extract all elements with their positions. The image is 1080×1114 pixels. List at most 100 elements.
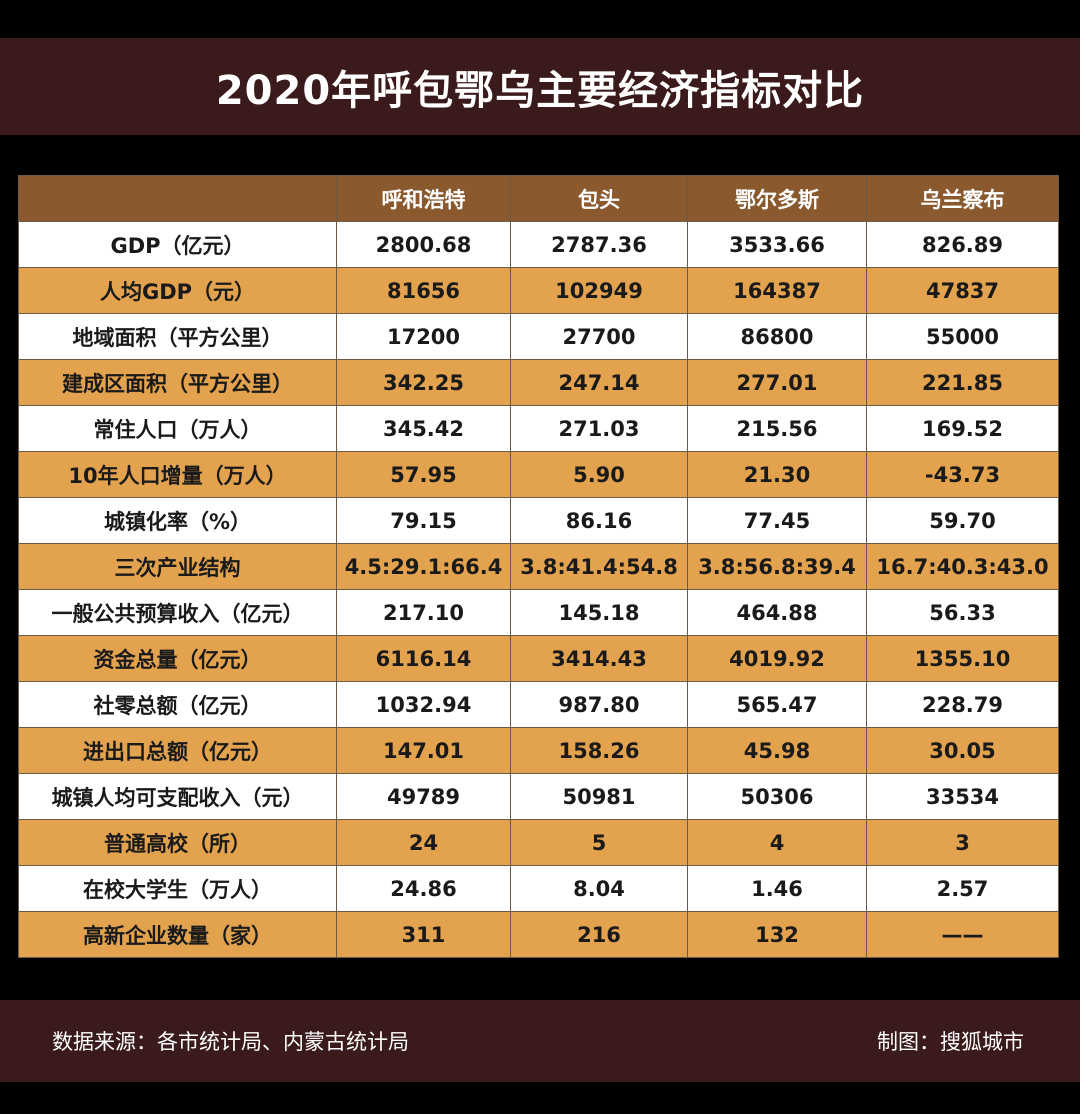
comparison-table-container: 呼和浩特 包头 鄂尔多斯 乌兰察布 GDP（亿元） 2800.68 2787.36 3… (18, 175, 1059, 958)
table-cell: 271.03 (510, 405, 688, 452)
table-cell: 164387 (687, 267, 867, 314)
row-label: 城镇化率（%） (18, 497, 337, 544)
row-label: 高新企业数量（家） (18, 911, 337, 958)
page-title: 2020年呼包鄂乌主要经济指标对比 (215, 67, 865, 114)
table-row: 资金总量（亿元） 6116.14 3414.43 4019.92 1355.10 (18, 635, 1059, 682)
row-label: GDP（亿元） (18, 221, 337, 268)
table-cell: 1032.94 (336, 681, 511, 728)
table-cell: 1355.10 (866, 635, 1059, 682)
table-body: GDP（亿元） 2800.68 2787.36 3533.66 826.89 人均GDP（… (18, 221, 1059, 958)
table-row: 三次产业结构 4.5:29.1:66.4 3.8:41.4:54.8 3.8:56.8… (18, 543, 1059, 590)
row-label: 人均GDP（元） (18, 267, 337, 314)
table-cell: 342.25 (336, 359, 511, 406)
row-label: 资金总量（亿元） (18, 635, 337, 682)
table-cell: 2.57 (866, 865, 1059, 912)
table-cell: 987.80 (510, 681, 688, 728)
table-cell: 33534 (866, 773, 1059, 820)
table-cell: 86800 (687, 313, 867, 360)
header-baotou: 包头 (510, 175, 688, 222)
table-row: 建成区面积（平方公里） 342.25 247.14 277.01 221.85 (18, 359, 1059, 406)
row-label: 在校大学生（万人） (18, 865, 337, 912)
table-cell: 145.18 (510, 589, 688, 636)
table-cell: 147.01 (336, 727, 511, 774)
table-cell: 24.86 (336, 865, 511, 912)
table-cell: 311 (336, 911, 511, 958)
table-cell: 169.52 (866, 405, 1059, 452)
table-cell: 30.05 (866, 727, 1059, 774)
table-row: 地域面积（平方公里） 17200 27700 86800 55000 (18, 313, 1059, 360)
header-corner (18, 175, 337, 222)
table-cell: 4019.92 (687, 635, 867, 682)
table-row: 城镇人均可支配收入（元） 49789 50981 50306 33534 (18, 773, 1059, 820)
table-cell: 221.85 (866, 359, 1059, 406)
table-row: 社零总额（亿元） 1032.94 987.80 565.47 228.79 (18, 681, 1059, 728)
table-cell: 86.16 (510, 497, 688, 544)
table-cell: 24 (336, 819, 511, 866)
table-row: GDP（亿元） 2800.68 2787.36 3533.66 826.89 (18, 221, 1059, 268)
table-cell: 3414.43 (510, 635, 688, 682)
row-label: 城镇人均可支配收入（元） (18, 773, 337, 820)
table-cell: 55000 (866, 313, 1059, 360)
table-row: 常住人口（万人） 345.42 271.03 215.56 169.52 (18, 405, 1059, 452)
table-cell: 81656 (336, 267, 511, 314)
row-label: 一般公共预算收入（亿元） (18, 589, 337, 636)
table-cell: 132 (687, 911, 867, 958)
row-label: 10年人口增量（万人） (18, 451, 337, 498)
table-header-row: 呼和浩特 包头 鄂尔多斯 乌兰察布 (18, 175, 1059, 222)
table-cell: 565.47 (687, 681, 867, 728)
table-row: 人均GDP（元） 81656 102949 164387 47837 (18, 267, 1059, 314)
data-source: 数据来源：各市统计局、内蒙古统计局 (52, 1030, 409, 1054)
table-cell: 3533.66 (687, 221, 867, 268)
table-cell: 77.45 (687, 497, 867, 544)
table-cell: 3 (866, 819, 1059, 866)
table-cell: 3.8:41.4:54.8 (510, 543, 688, 590)
table-row: 10年人口增量（万人） 57.95 5.90 21.30 -43.73 (18, 451, 1059, 498)
comparison-table: 呼和浩特 包头 鄂尔多斯 乌兰察布 GDP（亿元） 2800.68 2787.36 3… (18, 175, 1059, 958)
table-cell: 5 (510, 819, 688, 866)
row-label: 进出口总额（亿元） (18, 727, 337, 774)
table-cell: —— (866, 911, 1059, 958)
table-cell: 277.01 (687, 359, 867, 406)
table-cell: 5.90 (510, 451, 688, 498)
table-cell: -43.73 (866, 451, 1059, 498)
header-ulanqab: 乌兰察布 (866, 175, 1059, 222)
table-cell: 2787.36 (510, 221, 688, 268)
table-cell: 217.10 (336, 589, 511, 636)
table-cell: 8.04 (510, 865, 688, 912)
table-cell: 102949 (510, 267, 688, 314)
table-cell: 59.70 (866, 497, 1059, 544)
table-cell: 17200 (336, 313, 511, 360)
table-cell: 3.8:56.8:39.4 (687, 543, 867, 590)
table-row: 普通高校（所） 24 5 4 3 (18, 819, 1059, 866)
table-cell: 228.79 (866, 681, 1059, 728)
table-row: 在校大学生（万人） 24.86 8.04 1.46 2.57 (18, 865, 1059, 912)
row-label: 地域面积（平方公里） (18, 313, 337, 360)
table-cell: 1.46 (687, 865, 867, 912)
table-cell: 47837 (866, 267, 1059, 314)
table-row: 高新企业数量（家） 311 216 132 —— (18, 911, 1059, 958)
chart-credit: 制图：搜狐城市 (877, 1030, 1024, 1054)
table-cell: 21.30 (687, 451, 867, 498)
table-row: 一般公共预算收入（亿元） 217.10 145.18 464.88 56.33 (18, 589, 1059, 636)
table-cell: 215.56 (687, 405, 867, 452)
table-cell: 2800.68 (336, 221, 511, 268)
table-row: 进出口总额（亿元） 147.01 158.26 45.98 30.05 (18, 727, 1059, 774)
row-label: 普通高校（所） (18, 819, 337, 866)
table-cell: 216 (510, 911, 688, 958)
table-cell: 27700 (510, 313, 688, 360)
header-ordos: 鄂尔多斯 (687, 175, 867, 222)
table-cell: 16.7:40.3:43.0 (866, 543, 1059, 590)
row-label: 建成区面积（平方公里） (18, 359, 337, 406)
table-cell: 345.42 (336, 405, 511, 452)
table-row: 城镇化率（%） 79.15 86.16 77.45 59.70 (18, 497, 1059, 544)
table-cell: 50306 (687, 773, 867, 820)
table-cell: 464.88 (687, 589, 867, 636)
footer-bar: 数据来源：各市统计局、内蒙古统计局 制图：搜狐城市 (0, 1000, 1080, 1082)
table-cell: 4 (687, 819, 867, 866)
table-cell: 158.26 (510, 727, 688, 774)
header-hohhot: 呼和浩特 (336, 175, 511, 222)
table-cell: 79.15 (336, 497, 511, 544)
title-bar: 2020年呼包鄂乌主要经济指标对比 (0, 38, 1080, 135)
table-cell: 57.95 (336, 451, 511, 498)
table-cell: 4.5:29.1:66.4 (336, 543, 511, 590)
